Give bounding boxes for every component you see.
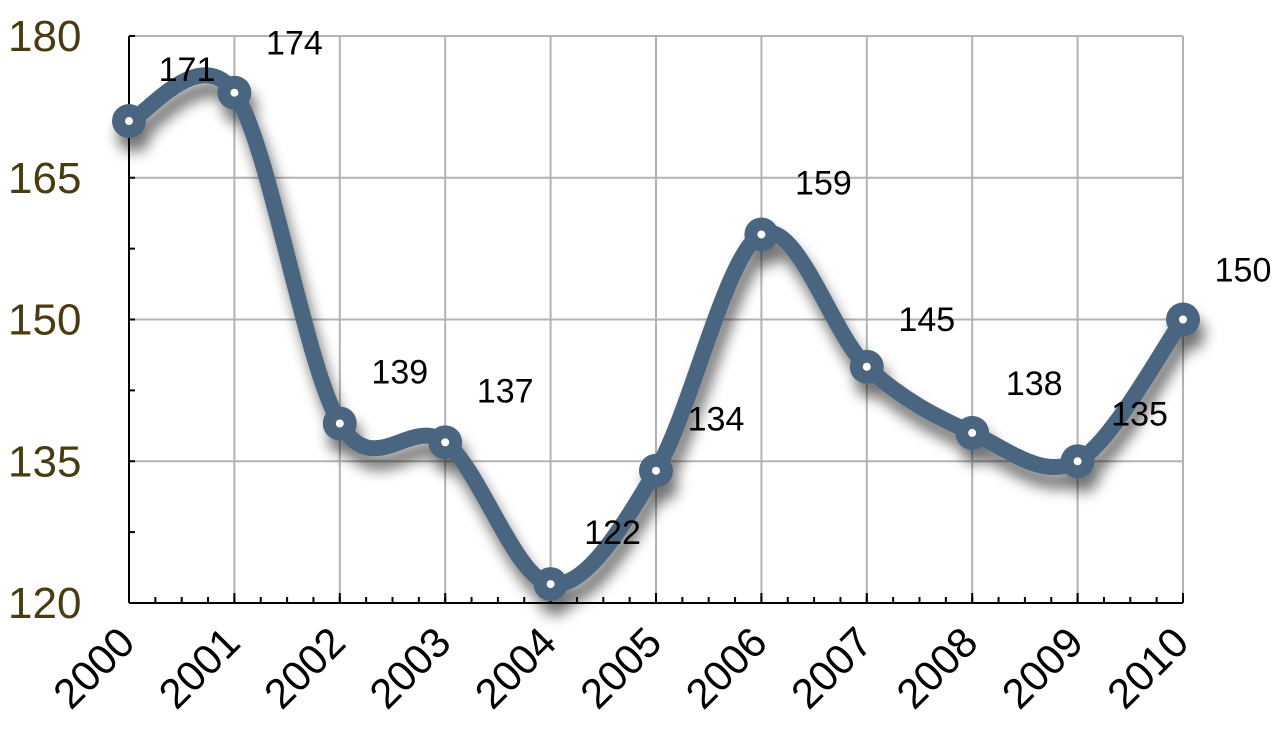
data-point-center <box>1179 315 1187 324</box>
series-group <box>112 67 1200 602</box>
x-tick-label: 2008 <box>887 618 986 717</box>
gridlines <box>128 35 1184 604</box>
y-tick-label: 120 <box>8 579 81 628</box>
x-tick-label: 2006 <box>676 618 775 717</box>
data-label: 135 <box>1111 395 1168 433</box>
data-label: 171 <box>159 51 216 89</box>
x-tick-label: 2003 <box>360 618 459 717</box>
x-tick-label: 2001 <box>149 618 248 717</box>
y-tick-label: 135 <box>8 437 81 486</box>
y-tick-label: 165 <box>8 154 81 203</box>
data-point-center <box>862 362 871 371</box>
data-label: 150 <box>1215 252 1272 290</box>
data-labels: 171 174 139 137 122 134 159 145 138 135 150 <box>159 25 1272 552</box>
data-label: 134 <box>688 401 745 439</box>
data-label: 145 <box>898 301 955 339</box>
data-point-center <box>968 428 977 437</box>
data-point-center <box>441 438 450 447</box>
data-point-center <box>652 466 660 475</box>
data-label: 137 <box>477 372 534 410</box>
data-point-center <box>230 88 239 97</box>
x-tick-label: 2010 <box>1098 618 1197 717</box>
data-label: 139 <box>371 353 428 391</box>
x-tick-label: 2004 <box>466 618 565 717</box>
data-label: 138 <box>1006 365 1063 403</box>
data-point-center <box>757 230 766 239</box>
y-tick-label: 150 <box>8 296 81 345</box>
x-tick-label: 2007 <box>782 618 881 717</box>
data-point-center <box>546 580 555 589</box>
data-point-center <box>125 117 133 126</box>
x-tick-label: 2000 <box>44 618 143 717</box>
x-tick-label: 2005 <box>571 618 670 717</box>
x-tick-label: 2002 <box>255 618 354 717</box>
data-point-center <box>1073 457 1082 466</box>
data-label: 174 <box>266 25 323 63</box>
data-label: 122 <box>584 514 641 552</box>
data-label: 159 <box>795 164 852 202</box>
data-point-center <box>335 419 344 428</box>
x-tick-label: 2009 <box>993 618 1092 717</box>
y-tick-label: 180 <box>8 12 81 61</box>
